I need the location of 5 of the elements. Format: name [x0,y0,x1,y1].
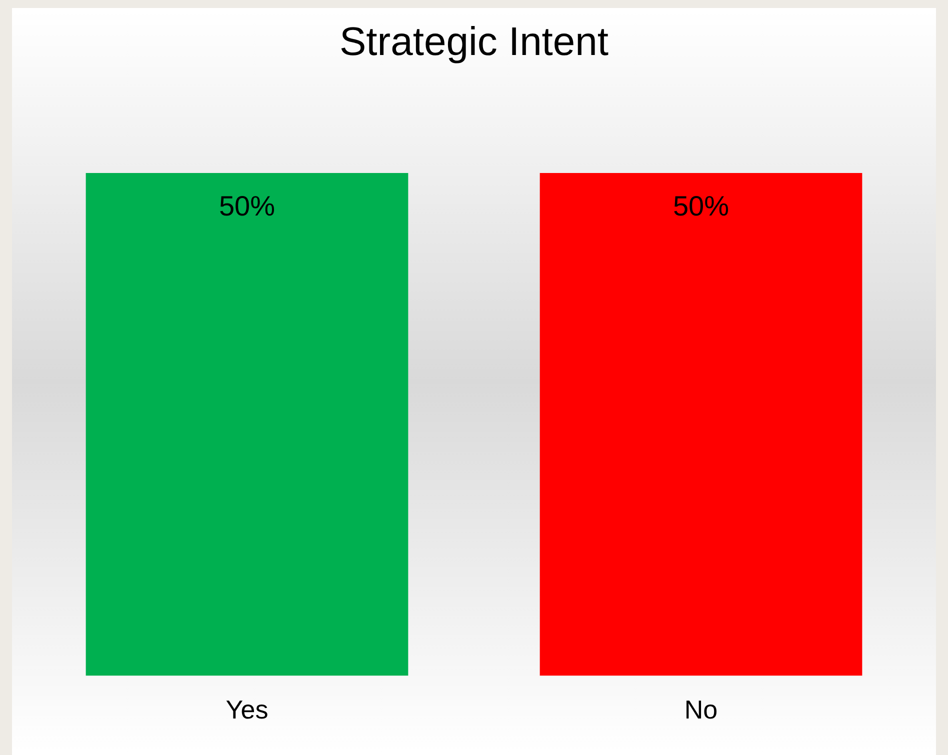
data-label: 50% [672,190,730,222]
x-tick-label: No [684,694,718,725]
x-tick-label: Yes [226,694,268,725]
chart-title: Strategic Intent [339,20,609,64]
data-label: 50% [218,190,276,222]
